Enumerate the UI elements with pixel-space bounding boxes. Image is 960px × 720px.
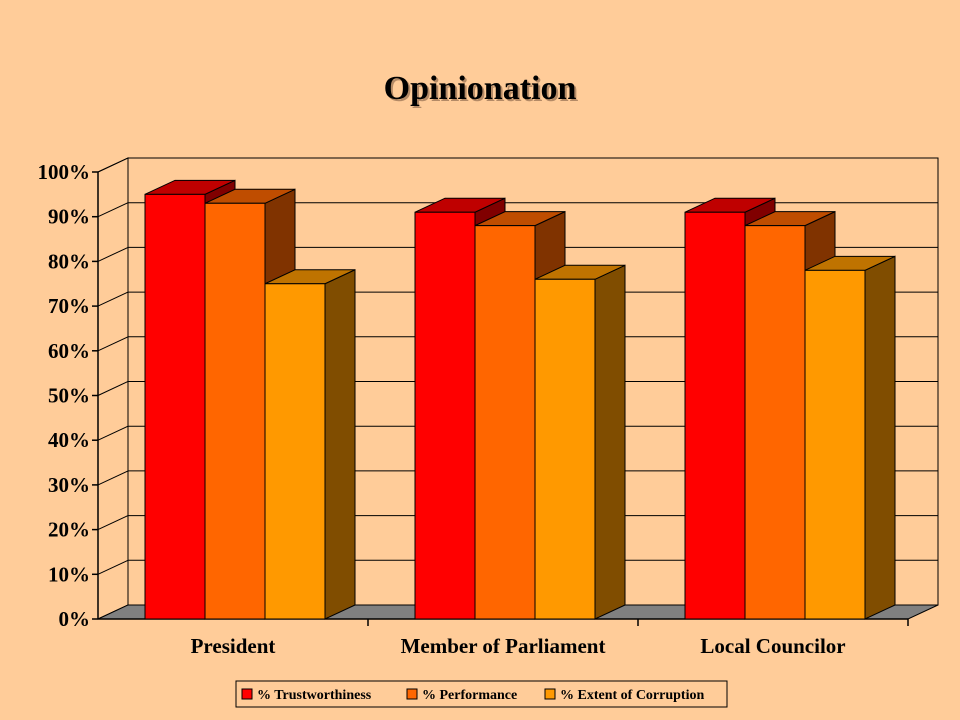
bar-side (324, 268, 356, 620)
y-tick-label: 90% (48, 205, 90, 229)
legend-swatch (544, 688, 556, 700)
category-label: President (191, 634, 276, 658)
gridline-depth (97, 246, 129, 262)
gridline-depth (97, 157, 129, 173)
bar-front (804, 269, 866, 620)
bar-3-3 (804, 255, 896, 620)
bar-front (744, 225, 806, 620)
y-tick-label: 0% (59, 607, 91, 631)
legend-swatch (241, 688, 253, 700)
legend-box (235, 680, 728, 708)
gridline-depth (97, 291, 129, 307)
gridline-depth (97, 425, 129, 441)
legend-item-1: % Trustworthiness (241, 688, 372, 703)
y-tick-label: 80% (48, 249, 90, 273)
gridline-depth (97, 559, 129, 575)
legend-label: % Extent of Corruption (560, 688, 704, 703)
category-labels: President Member of Parliament Local Counc… (191, 634, 846, 658)
gridline-depth (97, 381, 129, 396)
gridline-depth (97, 202, 129, 218)
bar-side (594, 264, 626, 620)
legend-swatch (406, 688, 418, 700)
y-tick-label: 30% (48, 473, 90, 497)
gridline-depth (97, 515, 129, 531)
category-label: Member of Parliament (401, 634, 606, 658)
y-tick-label: 20% (48, 518, 90, 542)
y-tick-label: 10% (48, 562, 90, 586)
bar-front (534, 278, 596, 620)
y-tick-label: 70% (48, 294, 90, 318)
legend-label: % Trustworthiness (257, 688, 372, 703)
bar-side (864, 255, 896, 620)
legend-label: % Performance (422, 688, 517, 703)
y-tick-labels: 0% 10% 20% 30% 40% 50% 60% 70% 80% 90% 100% (38, 160, 91, 631)
legend-item-3: % Extent of Corruption (544, 688, 704, 703)
bar-front (414, 211, 476, 620)
legend-item-2: % Performance (406, 688, 517, 703)
category-label: Local Councilor (700, 634, 845, 658)
gridline-depth (97, 470, 129, 486)
y-tick-label: 60% (48, 339, 90, 363)
bar-3-1 (264, 268, 356, 620)
chart-title: Opinionation (383, 70, 577, 107)
bar-3-2 (534, 264, 626, 620)
bar-front (264, 283, 326, 620)
bar-front (684, 211, 746, 620)
bars (144, 179, 896, 620)
bar-front (474, 225, 536, 620)
legend: % Trustworthiness % Performance % Extent o… (235, 680, 728, 708)
gridline-depth (97, 336, 129, 352)
bar-front (144, 193, 206, 620)
bar-front (204, 202, 266, 620)
y-tick-label: 40% (48, 428, 90, 452)
y-tick-label: 100% (38, 160, 91, 184)
y-tick-label: 50% (48, 384, 90, 408)
